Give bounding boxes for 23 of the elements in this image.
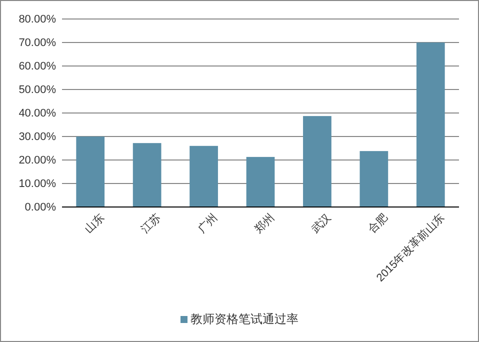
x-tick-label: 山东 xyxy=(82,211,107,236)
bar xyxy=(416,42,445,207)
y-tick-label: 30.00% xyxy=(18,131,56,144)
y-tick-label: 40.00% xyxy=(18,108,56,120)
bar xyxy=(76,136,105,207)
bar xyxy=(132,143,162,207)
bar xyxy=(190,146,218,207)
y-tick-label: 50.00% xyxy=(18,84,56,96)
y-tick-label: 0.00% xyxy=(24,202,56,214)
bar xyxy=(246,156,275,207)
x-tick-label: 江苏 xyxy=(138,211,164,236)
y-tick-label: 20.00% xyxy=(18,154,56,167)
x-tick-label: 合肥 xyxy=(366,211,390,236)
y-tick-label: 80.00% xyxy=(18,14,56,26)
y-tick-label: 10.00% xyxy=(18,178,56,190)
y-tick-label: 60.00% xyxy=(18,60,56,73)
legend-label: 教师资格笔试通过率 xyxy=(190,312,298,326)
bar xyxy=(303,116,332,207)
x-tick-label: 郑州 xyxy=(252,211,277,236)
bar xyxy=(360,151,388,207)
y-tick-label: 70.00% xyxy=(18,37,56,50)
x-tick-label: 广州 xyxy=(195,211,220,236)
x-tick-label: 武汉 xyxy=(308,211,334,236)
